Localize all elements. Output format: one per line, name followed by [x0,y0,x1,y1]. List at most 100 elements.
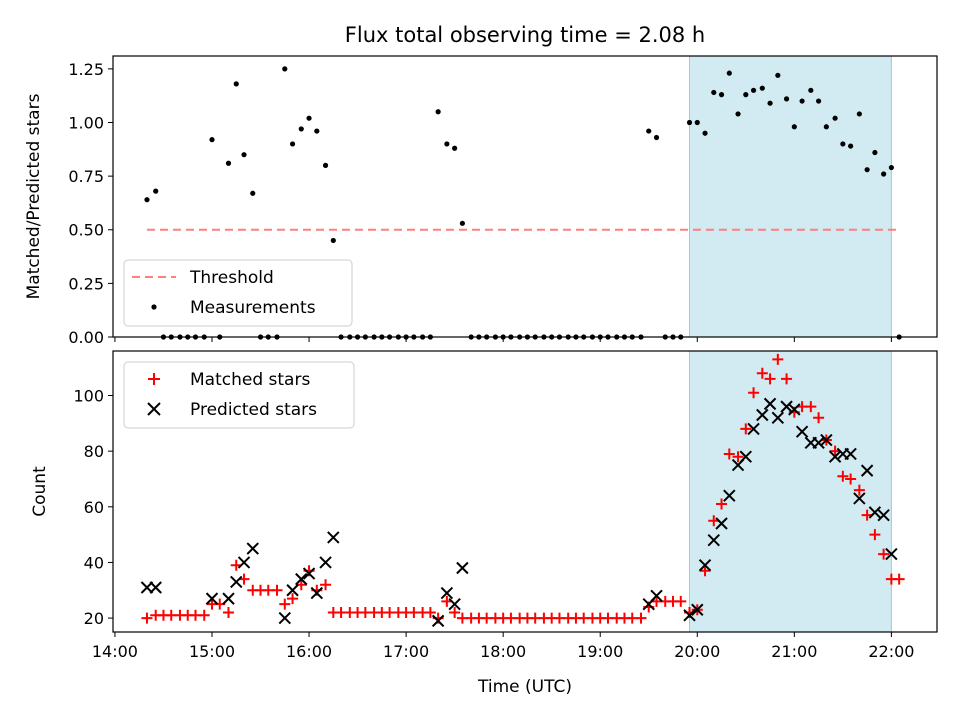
matched-star-point [716,498,728,510]
predicted-star-point [771,411,785,424]
predicted-star-point [278,611,291,625]
measurement-point [767,100,773,106]
measurement-point [306,115,312,121]
y-tick-label: 1.00 [68,113,104,132]
matched-star-point [813,412,825,424]
y-tick-label: 40 [84,553,104,572]
matched-star-point [141,612,153,624]
measurement-point [759,85,765,91]
predicted-star-point [149,581,162,594]
matched-star-point [772,353,784,365]
predicted-star-point [828,450,842,463]
matched-star-point [320,579,332,591]
top-y-ticks: 0.00 0.25 0.50 0.75 1.00 1.25 [68,60,113,347]
top-y-axis-label: Matched/Predicted stars [24,93,44,299]
measurement-point [799,98,805,104]
predicted-star-point [448,597,461,611]
count-panel: 14:00 15:00 16:00 17:00 18:00 19:00 20:00 21:00… [30,350,938,697]
predicted-star-point [723,489,736,502]
measurement-point [823,124,829,130]
matched-star-point [732,451,744,463]
measurement-point [459,220,465,226]
matched-star-point [837,470,849,482]
measurement-point [881,171,887,177]
matched-star-point [279,598,291,610]
y-tick-label: 20 [84,609,104,628]
x-axis-label: Time (UTC) [477,677,572,697]
predicted-star-point [739,450,753,463]
measurement-point [735,111,741,117]
x-tick-label: 18:00 [480,642,526,661]
top-legend: Threshold Measurements [123,259,353,327]
measurement-point [808,87,814,93]
x-tick-label: 20:00 [674,642,720,661]
predicted-star-point [868,506,882,519]
predicted-star-point [860,464,874,477]
predicted-star-point [319,556,332,569]
matched-star-point [781,373,793,385]
bottom-legend-box [123,361,355,429]
measurement-point [694,119,700,126]
measurement-point [282,66,288,72]
measurement-point [209,137,215,143]
matched-star-point [756,367,768,379]
y-tick-label: 60 [84,498,104,517]
legend-predicted-swatch [147,402,161,416]
measurement-point [872,149,878,156]
measurement-point [452,145,458,151]
legend-matched-label: Matched stars [190,370,310,390]
measurement-point [718,92,725,98]
measurement-point [702,130,708,136]
predicted-star-point [295,572,308,586]
x-tick-label: 22:00 [868,642,914,661]
predicted-star-point [205,592,219,605]
matched-star-point [271,584,283,596]
measurement-point [726,70,732,76]
measurement-point [314,128,320,134]
measurement-point [775,72,781,78]
x-tick-label: 19:00 [577,642,623,661]
legend-measurements-swatch [151,304,157,310]
x-tick-label: 16:00 [286,642,332,661]
top-axes-frame [112,55,938,338]
matched-star-point [748,387,760,399]
bottom-axes-frame [112,350,938,633]
predicted-star-point [310,586,324,600]
y-tick-label: 80 [84,442,104,461]
predicted-star-point [327,531,340,544]
measurement-point [444,141,450,147]
measurement-point [750,87,757,93]
predicted-star-point [230,575,243,589]
matched-star-point [723,448,735,460]
y-tick-label: 0.75 [68,167,104,186]
matched-star-point [869,529,881,541]
x-tick-label: 17:00 [383,642,429,661]
observing-span-top [689,55,892,338]
measurement-point [241,152,247,158]
top-x-ticks [114,337,892,342]
legend-measurements-label: Measurements [190,298,316,318]
measurement-point [840,141,846,147]
predicted-star-point [698,559,712,572]
chart-title: Flux total observing time = 2.08 h [345,23,705,47]
matched-star-point [675,595,687,607]
y-tick-label: 100 [73,387,104,406]
predicted-star-point [820,433,833,447]
measurement-points [144,66,902,340]
matched-star-point [222,607,234,619]
measurement-point [856,111,862,117]
measurement-point [435,109,441,115]
x-tick-label: 14:00 [92,642,138,661]
measurement-point [289,141,296,147]
matched-star-point [805,401,817,413]
matched-star-point [740,423,752,435]
predicted-star-point [286,584,299,597]
measurement-point [686,119,693,126]
measurement-point [711,89,717,96]
measurement-point [888,164,894,171]
matched-star-point [699,565,711,577]
predicted-star-point [715,517,728,530]
matched-star-point [893,573,905,585]
legend-matched-swatch [148,373,160,385]
